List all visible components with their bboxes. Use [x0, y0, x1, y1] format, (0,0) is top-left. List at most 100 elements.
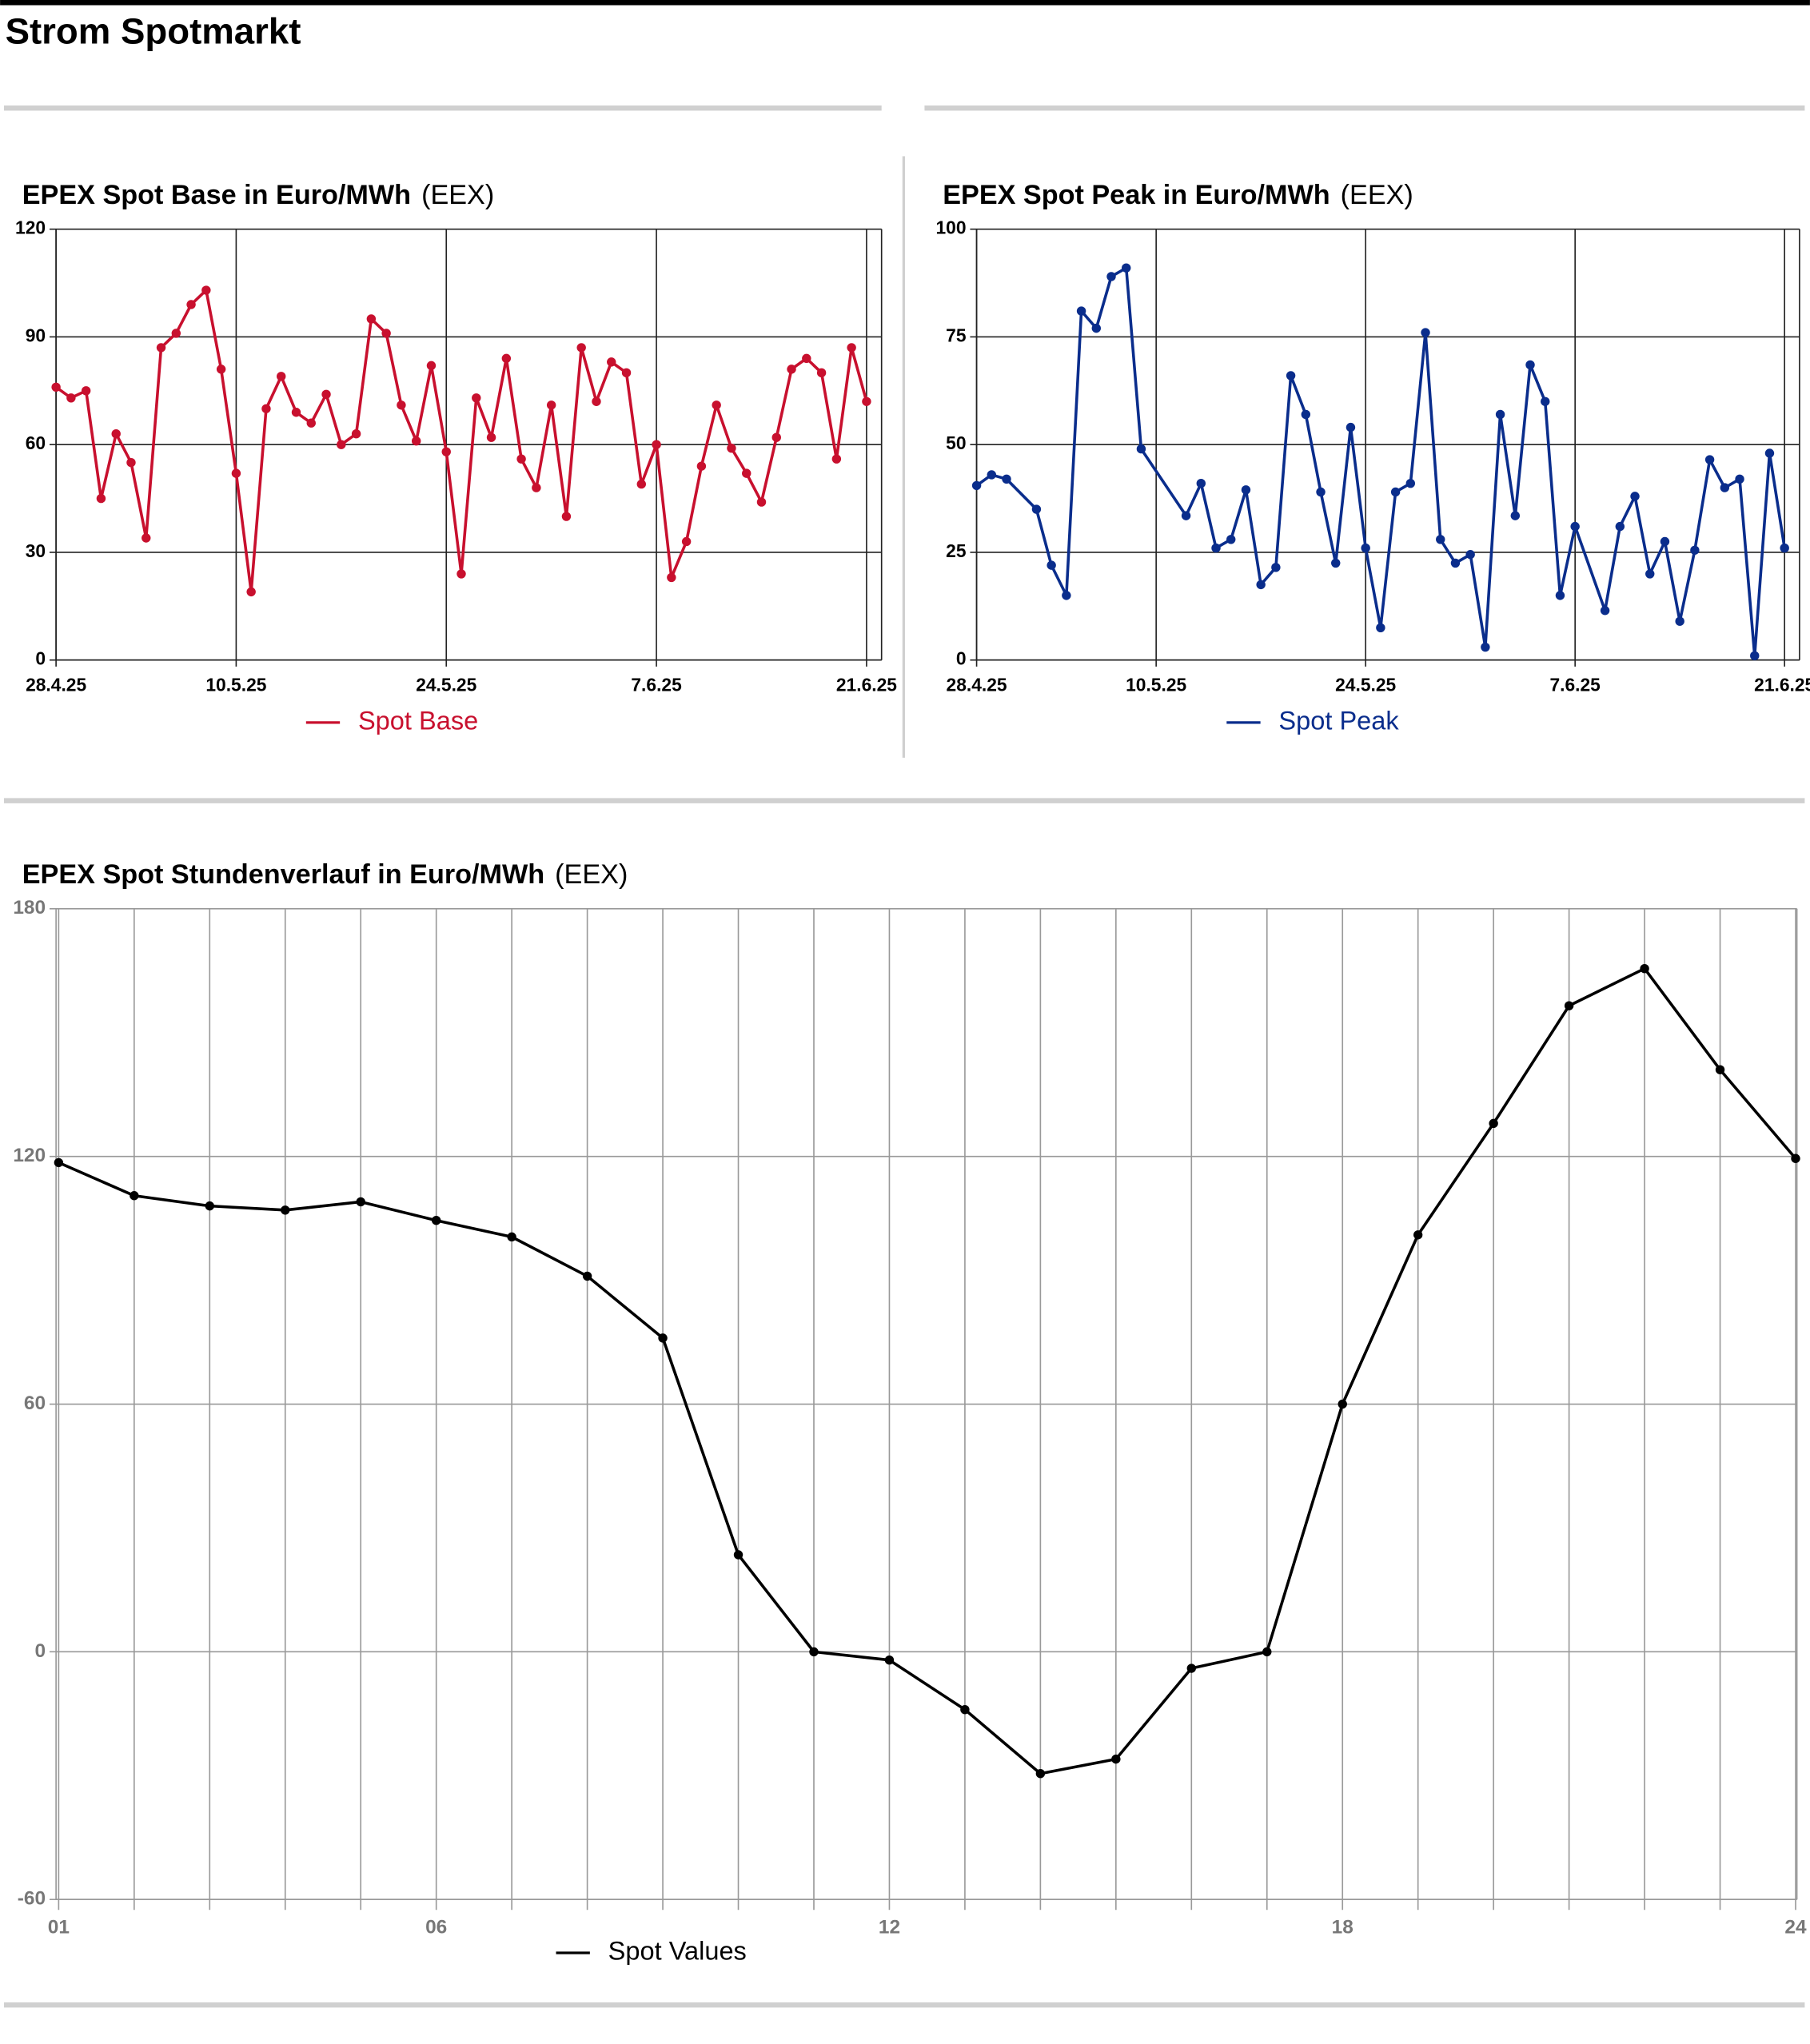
data-point [81, 386, 91, 396]
data-point [142, 533, 151, 543]
data-point [658, 1333, 668, 1343]
data-point [592, 396, 601, 406]
data-point [1465, 549, 1475, 560]
top-bar [0, 0, 1810, 6]
chart-title-main: EPEX Spot Base in Euro/MWh [22, 180, 411, 210]
data-point [205, 1201, 214, 1211]
data-point [1450, 558, 1461, 568]
y-tick-label: 100 [936, 217, 967, 238]
page-title: Strom Spotmarkt [6, 10, 301, 51]
data-point [1346, 422, 1356, 432]
data-point [1690, 545, 1700, 555]
data-point [321, 389, 331, 399]
data-point [532, 483, 541, 492]
data-point [411, 436, 421, 446]
data-point [1510, 511, 1521, 520]
data-point [1091, 323, 1101, 333]
data-point [742, 468, 752, 478]
data-point [1421, 328, 1430, 337]
data-point [816, 368, 827, 378]
x-tick-label: 21.6.25 [836, 674, 897, 695]
data-point [397, 400, 406, 410]
data-point [607, 357, 616, 367]
chart-title: EPEX Spot Peak in Euro/MWh (EEX) [943, 180, 1413, 210]
data-point [1136, 444, 1146, 454]
data-point [847, 343, 856, 353]
data-point [1331, 558, 1341, 568]
data-point [727, 443, 736, 453]
data-point [1413, 1230, 1423, 1240]
data-point [216, 365, 226, 374]
data-point [1564, 1001, 1574, 1010]
separator [3, 105, 882, 111]
divider [902, 156, 905, 758]
data-point [1031, 504, 1042, 514]
data-point [1675, 616, 1684, 626]
data-point [652, 440, 661, 449]
data-point [1481, 642, 1490, 652]
x-tick-label: 06 [425, 1917, 447, 1938]
data-point [636, 479, 646, 489]
x-tick-label: 12 [879, 1917, 900, 1938]
y-tick-label: 120 [13, 1145, 46, 1166]
data-point [337, 440, 346, 449]
data-point [884, 1655, 895, 1665]
data-point [756, 497, 767, 507]
y-tick-label: 90 [26, 325, 46, 345]
chart-title-main: EPEX Spot Peak in Euro/MWh [943, 180, 1330, 210]
data-point [306, 418, 316, 428]
data-point [186, 300, 196, 309]
data-point [431, 1216, 441, 1225]
y-tick-label: 0 [35, 648, 46, 669]
y-tick-label: 60 [24, 1393, 46, 1414]
data-point [126, 457, 136, 468]
data-point [1181, 511, 1191, 520]
data-point [1376, 623, 1385, 633]
legend-label: Spot Peak [1278, 707, 1399, 735]
data-point [507, 1232, 516, 1242]
data-point [356, 1197, 365, 1207]
data-point [1570, 521, 1580, 532]
data-point [171, 329, 181, 338]
data-point [66, 393, 76, 403]
data-point [862, 396, 871, 406]
data-point [426, 361, 437, 371]
x-tick-label: 21.6.25 [1754, 674, 1810, 695]
y-tick-label: 0 [956, 648, 967, 669]
data-point [1735, 474, 1744, 484]
data-point [1640, 963, 1649, 974]
chart-title-main: EPEX Spot Stundenverlauf in Euro/MWh [22, 859, 544, 890]
data-point [1316, 487, 1326, 497]
data-point [516, 454, 526, 464]
x-tick-label: 7.6.25 [1549, 674, 1601, 695]
data-point [291, 408, 301, 417]
data-point [441, 447, 451, 456]
chart-subtitle: (EEX) [555, 859, 628, 890]
data-point [1301, 409, 1311, 420]
data-point [1111, 1754, 1121, 1764]
data-point [1256, 580, 1266, 590]
data-point [1715, 1065, 1725, 1074]
data-point [51, 382, 61, 392]
data-point [1750, 651, 1760, 661]
data-point [1286, 371, 1296, 381]
data-point [1541, 396, 1550, 406]
data-point [472, 393, 481, 403]
data-point [1122, 263, 1131, 273]
data-point [1361, 543, 1370, 553]
legend-label: Spot Base [358, 707, 478, 735]
data-point [486, 432, 496, 442]
data-point [1106, 272, 1116, 281]
data-point [54, 1157, 64, 1168]
data-point [1660, 536, 1670, 547]
x-tick-label: 10.5.25 [1126, 674, 1186, 695]
data-point [1555, 591, 1565, 600]
data-point [733, 1550, 744, 1560]
data-point [1035, 1769, 1046, 1779]
data-point [696, 461, 707, 471]
chart-title: EPEX Spot Stundenverlauf in Euro/MWh (EEX… [22, 859, 628, 890]
data-point [1338, 1399, 1347, 1409]
data-point [1226, 535, 1236, 544]
y-tick-label: 30 [26, 540, 46, 561]
